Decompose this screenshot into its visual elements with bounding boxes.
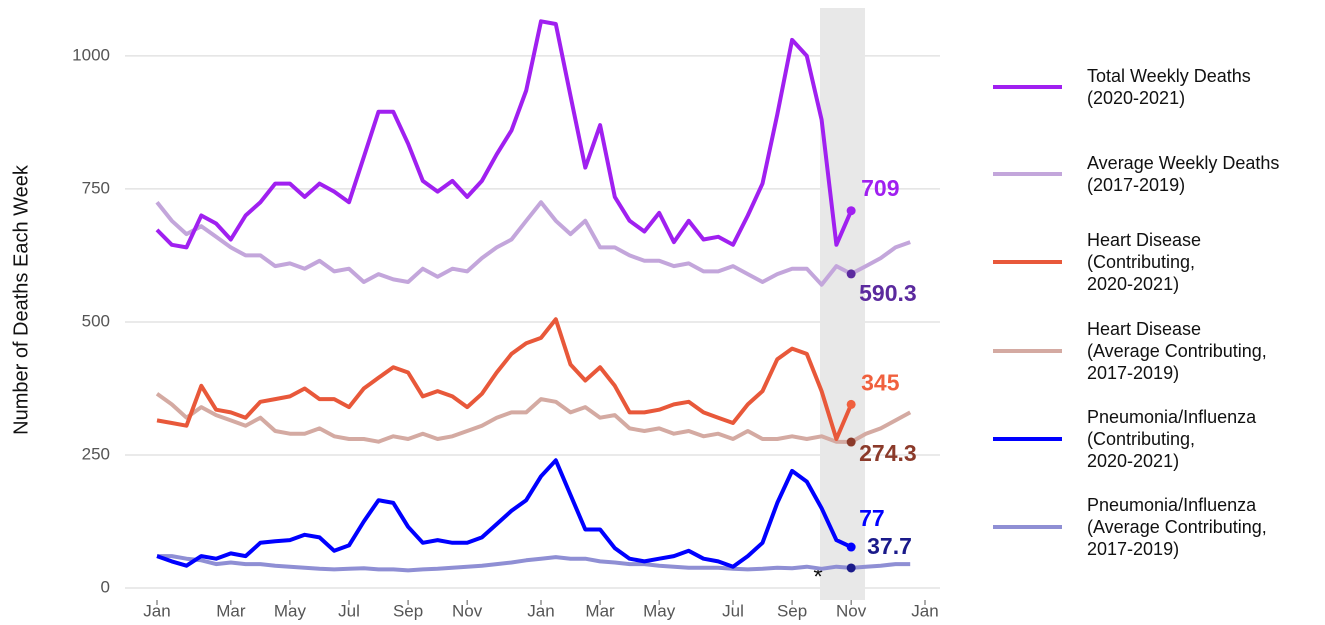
y-tick-label: 750 (82, 178, 110, 197)
y-tick-label: 500 (82, 311, 110, 330)
x-tick-label: Nov (452, 601, 483, 620)
series-line (156, 458, 853, 569)
x-tick-label: Jul (722, 601, 744, 620)
legend-swatch (993, 260, 1062, 264)
series-line (155, 200, 911, 287)
legend-item: Heart Disease (Contributing, 2020-2021) (990, 230, 1325, 340)
legend-item: Average Weekly Deaths (2017-2019) (990, 153, 1325, 252)
end-label: 274.3 (859, 440, 917, 466)
x-tick-label: Sep (393, 601, 423, 620)
x-tick-label: Sep (777, 601, 807, 620)
end-label: 590.3 (859, 280, 917, 306)
end-label: 37.7 (867, 533, 912, 559)
series-line (157, 554, 911, 573)
series-line (156, 317, 854, 441)
x-tick-label: Mar (216, 601, 246, 620)
legend-swatch (993, 85, 1062, 89)
x-tick-label: May (643, 601, 676, 620)
highlight-band (820, 8, 865, 600)
y-tick-label: 1000 (72, 45, 110, 64)
legend-label: Pneumonia/Influenza (Contributing, 2020-… (1087, 407, 1257, 471)
end-point (846, 269, 856, 279)
series-line (155, 19, 854, 250)
x-tick-label: Jan (143, 601, 170, 620)
legend-swatch (993, 525, 1062, 529)
end-point (846, 399, 856, 409)
x-tick-label: Jan (527, 601, 554, 620)
legend-label: Heart Disease (Contributing, 2020-2021) (1087, 230, 1202, 294)
x-tick-label: Nov (836, 601, 867, 620)
legend-item: Pneumonia/Influenza (Average Contributin… (990, 495, 1325, 605)
end-label: 709 (861, 175, 899, 201)
annotation: * (813, 563, 822, 590)
x-tick-label: Jan (911, 601, 938, 620)
end-point (846, 563, 856, 573)
legend-label: Average Weekly Deaths (2017-2019) (1087, 153, 1280, 195)
x-tick-label: Jul (338, 601, 360, 620)
legend-label: Total Weekly Deaths (2020-2021) (1087, 66, 1251, 108)
legend-swatch (993, 172, 1062, 176)
y-axis-label: Number of Deaths Each Week (10, 164, 32, 435)
y-tick-label: 0 (101, 577, 110, 596)
end-label: 77 (859, 505, 885, 531)
y-tick-label: 250 (82, 444, 110, 463)
legend-item: Total Weekly Deaths (2020-2021) (990, 66, 1325, 165)
legend-item: Pneumonia/Influenza (Contributing, 2020-… (990, 407, 1325, 517)
legend-label: Pneumonia/Influenza (Average Contributin… (1087, 495, 1267, 559)
x-tick-label: Mar (585, 601, 615, 620)
legend-item: Heart Disease (Average Contributing, 201… (990, 319, 1325, 429)
legend-label: Heart Disease (Average Contributing, 201… (1087, 319, 1267, 383)
end-point (846, 542, 856, 552)
end-point (846, 206, 856, 216)
legend-swatch (993, 349, 1062, 353)
series-line (155, 392, 912, 444)
x-tick-label: May (274, 601, 307, 620)
end-label: 345 (861, 370, 900, 396)
legend-swatch (993, 437, 1062, 441)
chart: Number of Deaths Each Week * 0 250 500 750 1… (10, 8, 940, 620)
end-point (846, 437, 856, 447)
